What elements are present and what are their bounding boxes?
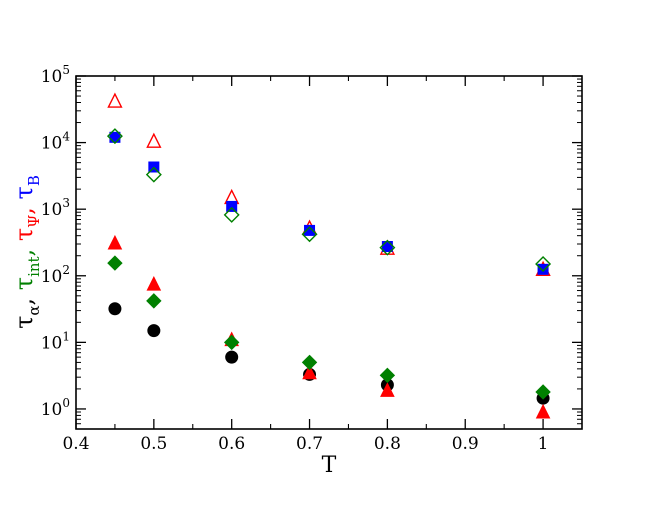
y-tick-base: 10 [41,400,63,420]
y-tick-base: 10 [41,134,63,154]
x-tick-label: 0.7 [296,434,323,454]
y-tick-exponent: 2 [62,263,70,277]
y-tick-base: 10 [41,200,63,220]
data-point-diamond-filled [379,367,396,384]
data-point-diamond-open [301,226,318,243]
data-point-diamond-filled [223,334,240,351]
y-tick-base: 10 [41,267,63,287]
x-tick-label: 0.5 [140,434,167,454]
data-point-square-filled [304,224,316,236]
data-point-square-filled [381,241,393,253]
data-point-triangle-filled [302,364,317,380]
y-tick-label: 103 [41,196,70,220]
x-tick-label: 0.6 [218,434,245,454]
data-point-diamond-open [145,166,162,183]
y-label-subscript: int [25,256,43,277]
y-tick-exponent: 3 [62,196,70,210]
y-label-symbol: τ [10,316,38,329]
data-point-diamond-filled [535,384,551,400]
x-tick-label: 1 [538,434,549,454]
y-tick-label: 101 [41,329,70,353]
x-tick-label: 0.9 [452,434,479,454]
y-label-symbol: τ [10,277,38,290]
data-point-triangle-open [146,132,162,148]
y-label-subscript: B [25,175,43,186]
data-point-triangle-filled [107,234,123,250]
data-point-diamond-open [379,239,396,256]
y-tick-base: 10 [41,333,63,353]
data-point-diamond-open [535,256,552,273]
y-label-symbol: τ [10,228,38,241]
data-point-triangle-filled [146,275,162,291]
y-tick-exponent: 5 [62,63,70,77]
y-tick-base: 10 [41,67,63,87]
y-label-subscript: α [25,305,43,315]
data-point-diamond-filled [107,255,123,271]
y-label-separator: , [10,241,38,256]
x-tick-label: 0.8 [374,434,401,454]
data-point-diamond-open [223,206,240,223]
data-point-triangle-open [107,92,123,108]
data-point-square-filled [109,131,121,143]
y-axis-label: τα, τint, τΨ, τB [10,175,43,329]
data-point-circle-filled [225,350,239,364]
y-tick-label: 102 [41,263,70,287]
y-tick-label: 100 [41,396,70,420]
y-tick-label: 105 [41,63,70,87]
data-point-diamond-filled [301,354,318,371]
plot-frame [75,75,583,430]
y-tick-exponent: 1 [62,329,70,343]
x-tick-label: 0.4 [62,434,89,454]
y-tick-label: 104 [41,130,71,154]
plot-layer [106,92,552,419]
svg-text:τα, τint, τΨ, τB: τα, τint, τΨ, τB [10,175,43,329]
data-point-circle-filled [108,302,122,316]
x-axis-label: T [322,453,337,478]
y-label-subscript: Ψ [25,215,43,228]
data-point-diamond-open [106,128,123,145]
y-tick-exponent: 4 [62,130,70,144]
y-label-separator: , [10,290,38,305]
y-label-separator: , [10,199,38,214]
data-point-circle-filled [147,324,161,338]
y-tick-exponent: 0 [62,396,70,410]
data-point-diamond-filled [146,293,162,309]
data-point-square-filled [226,200,238,212]
data-point-triangle-filled [535,403,551,419]
data-point-triangle-filled [380,382,395,397]
data-point-square-filled [537,263,549,275]
y-label-symbol: τ [10,186,38,199]
